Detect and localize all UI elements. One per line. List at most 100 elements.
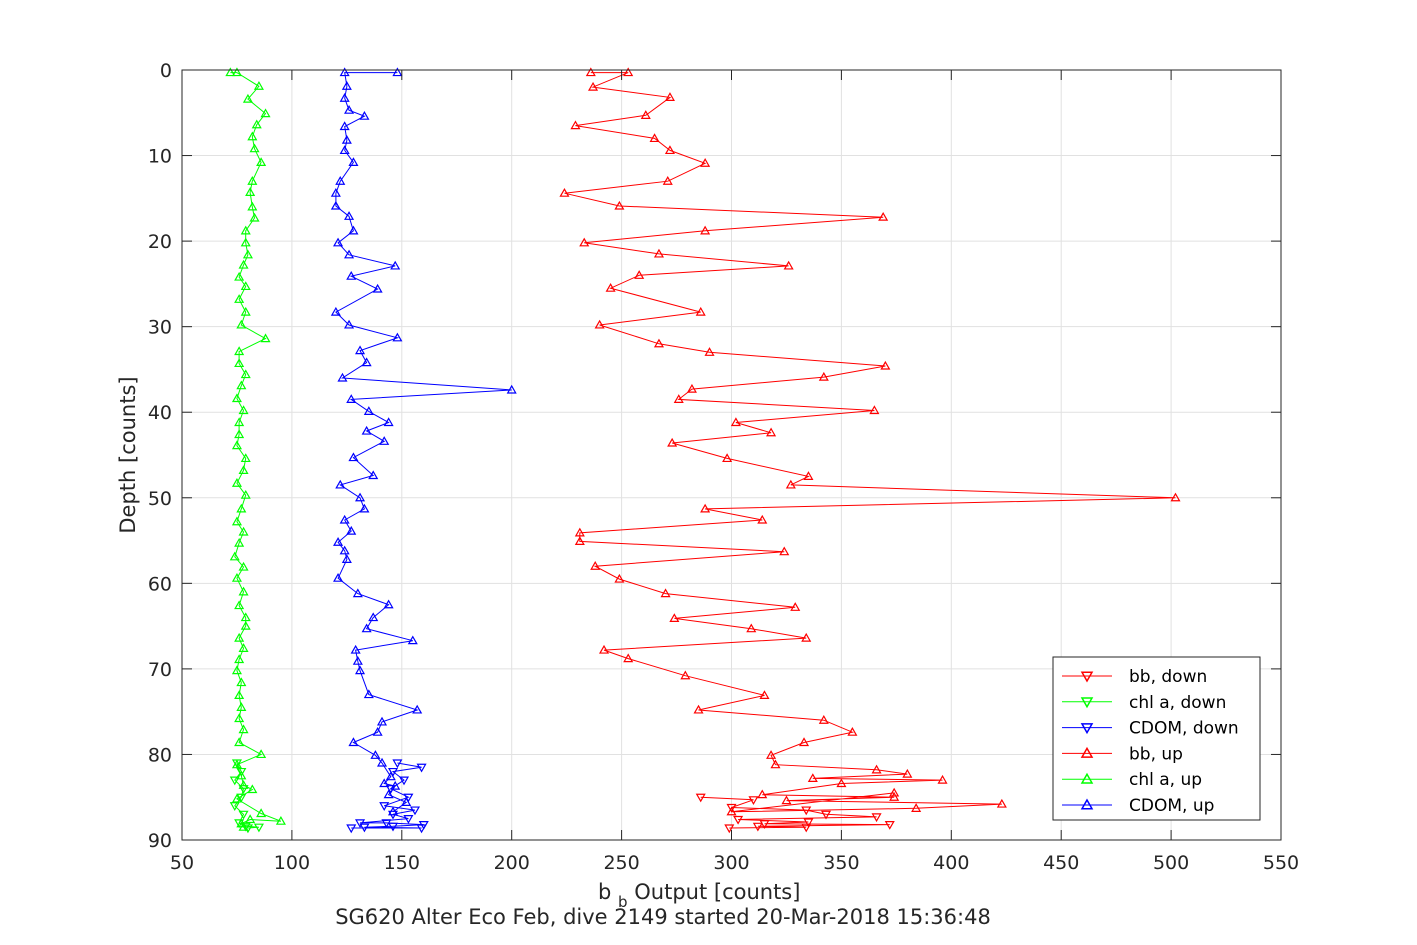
data-point [383,599,394,609]
data-point [234,537,245,547]
data-point [836,778,847,788]
data-point [730,417,741,427]
data-point [339,67,350,77]
data-point [392,67,403,77]
series-bb-up [559,67,1181,816]
data-point [722,453,733,463]
legend-label: CDOM, up [1129,796,1214,816]
y-axis-label: Depth [counts] [116,376,140,533]
x-axis-label: b b Output [counts] [598,880,800,912]
data-point [370,750,381,759]
data-point [236,380,247,390]
data-point [818,715,829,724]
data-point [605,282,616,292]
data-point [695,793,706,803]
data-point [231,393,242,403]
data-point [704,347,715,356]
data-point [996,798,1007,808]
data-point [234,346,245,356]
data-point [234,632,245,642]
data-point [680,670,691,680]
data-point [231,665,242,675]
data-point [880,360,891,370]
data-point [234,713,245,723]
x-tick-label: 200 [494,852,530,874]
data-point [350,644,361,654]
data-point [653,248,664,258]
y-tick-label: 80 [148,744,172,766]
data-point [757,514,768,524]
data-point [245,814,256,824]
data-point [240,453,251,463]
data-point [234,600,245,610]
data-point [594,319,605,329]
data-point [249,143,260,153]
data-point [623,67,634,77]
data-point [372,726,383,736]
data-point [256,808,267,818]
data-point [383,417,394,427]
data-point [348,157,359,166]
data-point [348,452,359,462]
data-point [355,492,366,502]
data-point [249,212,260,222]
x-tick-label: 400 [933,852,969,874]
data-point [847,726,858,736]
data-point [390,260,401,270]
data-point [937,774,948,784]
data-point [361,357,372,367]
data-point [398,776,410,786]
data-point [803,471,814,480]
data-point [590,561,601,570]
data-point [238,780,249,789]
data-point [409,806,421,816]
data-point [335,176,346,185]
data-point [724,824,735,834]
data-point [339,545,350,555]
x-axis-label-subscript: b [618,893,628,911]
data-point [236,770,247,780]
data-point [614,573,625,583]
data-point [803,818,814,828]
data-point [379,436,390,445]
x-tick-label: 500 [1153,852,1189,874]
data-point [229,802,240,811]
data-point [766,750,777,759]
data-point [372,283,383,293]
data-point [238,724,249,734]
data-point [238,810,249,820]
y-tick-label: 50 [148,488,172,510]
data-point [344,319,355,329]
data-point [653,338,664,348]
data-point [238,586,249,596]
data-point [330,200,341,210]
y-tick-label: 40 [148,402,172,424]
data-point [240,620,251,630]
data-point [247,131,258,141]
data-point [238,643,249,652]
data-point [790,602,801,611]
data-point [1170,492,1181,502]
legend-marker [1080,772,1094,784]
series-chl-a-up [225,67,286,831]
data-point [225,67,236,77]
data-point [339,93,350,102]
data-point [379,778,390,788]
data-point [339,514,350,524]
data-point [799,737,810,747]
data-point [662,176,673,185]
data-point [333,537,344,546]
data-point [783,260,794,270]
legend: bb, down chl a, down CDOM, down bb, up chl a… [1052,656,1261,821]
legend-box [1052,656,1261,821]
legend-label: bb, up [1129,744,1183,764]
data-point [390,780,401,790]
x-tick-label: 550 [1263,852,1299,874]
data-point [416,763,427,773]
data-point [256,749,267,759]
data-point [231,759,242,769]
data-point [759,820,770,829]
data-point [346,525,357,535]
data-point [234,271,245,281]
